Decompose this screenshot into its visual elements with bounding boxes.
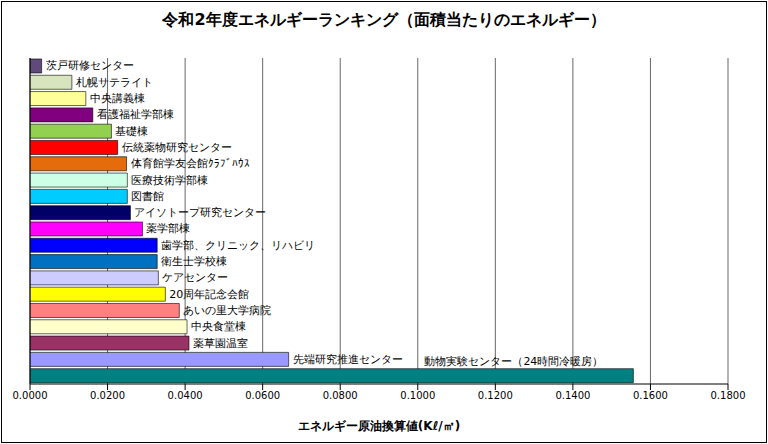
svg-text:0.0800: 0.0800 <box>323 390 358 401</box>
svg-text:エネルギー原油換算値(Kℓ/㎡): エネルギー原油換算値(Kℓ/㎡) <box>298 419 460 433</box>
svg-text:看護福祉学部棟: 看護福祉学部棟 <box>97 108 174 121</box>
svg-text:医療技術学部棟: 医療技術学部棟 <box>131 174 208 187</box>
svg-text:衛生士学校棟: 衛生士学校棟 <box>161 255 227 268</box>
svg-text:体育館学友会館ｸﾗﾌﾞﾊｳｽ: 体育館学友会館ｸﾗﾌﾞﾊｳｽ <box>131 157 250 170</box>
svg-text:動物実験センター（24時間冷暖房）: 動物実験センター（24時間冷暖房） <box>424 355 603 368</box>
svg-text:中央講義棟: 中央講義棟 <box>90 92 145 105</box>
svg-text:0.0400: 0.0400 <box>168 390 203 401</box>
svg-text:図書館: 図書館 <box>131 190 164 203</box>
svg-text:0.0200: 0.0200 <box>90 390 125 401</box>
svg-text:0.1600: 0.1600 <box>633 390 668 401</box>
svg-text:薬学部棟: 薬学部棟 <box>146 222 190 235</box>
svg-text:0.0600: 0.0600 <box>245 390 280 401</box>
svg-text:0.0000: 0.0000 <box>13 390 48 401</box>
svg-text:ケアセンター: ケアセンター <box>162 271 228 284</box>
svg-text:歯学部、クリニック、リハビリ: 歯学部、クリニック、リハビリ <box>161 239 315 252</box>
svg-text:茨戸研修センター: 茨戸研修センター <box>46 59 134 72</box>
html-text:令和2年度エネルギーランキング（面積当たりのエネルギー）: 令和2年度エネルギーランキング（面積当たりのエネルギー） <box>162 10 606 29</box>
svg-text:アイソトープ研究センター: アイソトープ研究センター <box>134 206 266 219</box>
svg-text:札幌サテライト: 札幌サテライト <box>76 76 153 89</box>
svg-text:先端研究推進センター: 先端研究推進センター <box>293 353 403 366</box>
svg-text:20周年記念会館: 20周年記念会館 <box>169 288 249 301</box>
svg-text:基礎棟: 基礎棟 <box>115 125 148 138</box>
svg-text:薬草園温室: 薬草園温室 <box>193 337 248 350</box>
svg-text:0.1800: 0.1800 <box>711 390 746 401</box>
svg-text:中央食堂棟: 中央食堂棟 <box>191 320 246 333</box>
svg-text:伝統薬物研究センター: 伝統薬物研究センター <box>122 141 232 154</box>
svg-text:あいの里大学病院: あいの里大学病院 <box>183 304 271 317</box>
svg-text:0.1000: 0.1000 <box>400 390 435 401</box>
svg-text:0.1200: 0.1200 <box>478 390 513 401</box>
svg-text:0.1400: 0.1400 <box>555 390 590 401</box>
